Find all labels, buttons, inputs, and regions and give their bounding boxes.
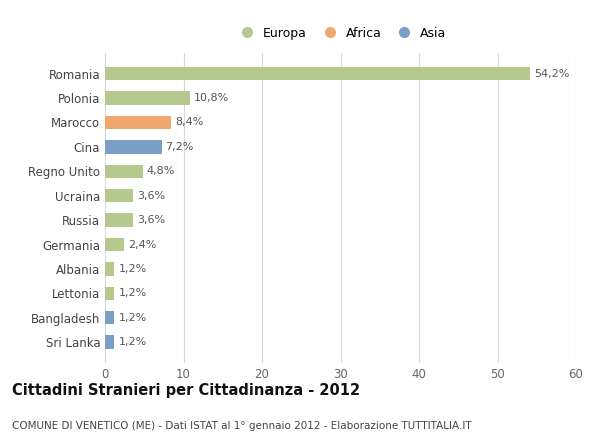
Bar — [105, 311, 115, 324]
Text: 1,2%: 1,2% — [118, 264, 146, 274]
Bar — [105, 67, 530, 81]
Text: 1,2%: 1,2% — [118, 313, 146, 323]
Bar — [105, 238, 124, 251]
Text: Cittadini Stranieri per Cittadinanza - 2012: Cittadini Stranieri per Cittadinanza - 2… — [12, 383, 360, 398]
Bar — [105, 262, 115, 275]
Bar — [105, 189, 133, 202]
Bar — [105, 165, 143, 178]
Text: COMUNE DI VENETICO (ME) - Dati ISTAT al 1° gennaio 2012 - Elaborazione TUTTITALI: COMUNE DI VENETICO (ME) - Dati ISTAT al … — [12, 421, 472, 431]
Bar — [105, 140, 161, 154]
Text: 8,4%: 8,4% — [175, 117, 203, 128]
Bar — [105, 213, 133, 227]
Text: 1,2%: 1,2% — [118, 337, 146, 347]
Text: 7,2%: 7,2% — [166, 142, 194, 152]
Legend: Europa, Africa, Asia: Europa, Africa, Asia — [229, 22, 452, 45]
Text: 4,8%: 4,8% — [146, 166, 175, 176]
Bar — [105, 335, 115, 349]
Text: 1,2%: 1,2% — [118, 288, 146, 298]
Bar — [105, 92, 190, 105]
Text: 3,6%: 3,6% — [137, 191, 166, 201]
Text: 10,8%: 10,8% — [194, 93, 229, 103]
Text: 3,6%: 3,6% — [137, 215, 166, 225]
Bar — [105, 116, 171, 129]
Text: 54,2%: 54,2% — [535, 69, 570, 79]
Text: 2,4%: 2,4% — [128, 239, 156, 249]
Bar — [105, 286, 115, 300]
